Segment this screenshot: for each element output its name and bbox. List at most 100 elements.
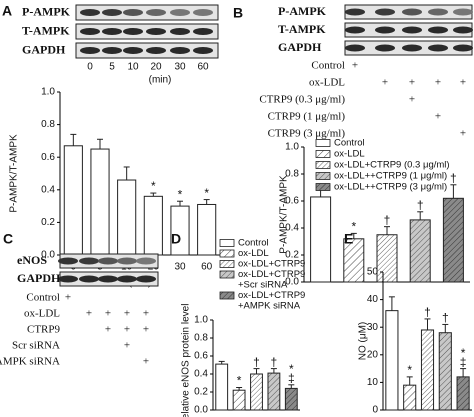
bar: [215, 363, 229, 411]
blot-band: [123, 47, 143, 54]
panel-letter: A: [2, 3, 12, 19]
blot-band: [146, 9, 166, 16]
blot-band: [170, 9, 190, 16]
treatment-label: ox-LDL: [24, 308, 60, 320]
treatment-label: Control: [26, 292, 60, 304]
treatment-label: CTRP9: [27, 324, 61, 336]
treatment-mark: +: [409, 77, 415, 89]
treatment-label: AMPK siRNA: [0, 356, 60, 368]
panel-letter: E: [344, 231, 353, 247]
blot-band: [170, 47, 190, 54]
y-tick-label: 0.2: [41, 217, 55, 228]
y-tick-label: 0.0: [41, 250, 55, 261]
y-tick-label: 0.6: [285, 196, 299, 207]
legend-swatch: [219, 270, 235, 279]
blot-band: [123, 28, 143, 35]
significance-mark: †: [384, 213, 391, 227]
y-tick-label: 0.6: [41, 152, 55, 163]
significance-mark: *: [289, 362, 294, 376]
bar: [197, 203, 217, 256]
blot-band: [375, 8, 395, 16]
legend-swatch: [315, 161, 331, 169]
bar: [409, 219, 431, 283]
legend-label: ox-LDL++CTRP9 (3 μg/ml): [334, 182, 447, 193]
blot-label: GAPDH: [22, 42, 66, 56]
lane-label: 10: [127, 62, 139, 73]
y-tick-label: 1.0: [194, 315, 208, 326]
blot-band: [58, 257, 78, 265]
bar: [438, 332, 452, 411]
blot-band: [146, 28, 166, 35]
y-tick-label: 50: [367, 267, 379, 278]
treatment-mark: +: [352, 60, 358, 72]
bar: [310, 196, 332, 283]
treatment-mark: +: [86, 308, 92, 320]
legend-label: Control: [238, 238, 269, 249]
blot-band: [117, 275, 137, 283]
blot-band: [98, 275, 118, 283]
bar: [250, 373, 263, 411]
lane-label: 30: [174, 62, 186, 73]
y-axis-label: NO (μM): [358, 322, 369, 361]
blot-band: [402, 44, 422, 52]
legend-swatch: [315, 183, 331, 191]
blot-band: [136, 275, 156, 283]
significance-mark: *: [178, 187, 183, 201]
bar: [232, 389, 246, 411]
y-tick-label: 0.0: [194, 405, 208, 416]
blot-band: [193, 47, 213, 54]
treatment-label: Control: [311, 60, 345, 72]
y-tick-label: 0.8: [41, 119, 55, 130]
blot-band: [193, 9, 213, 16]
blot-label: P-AMPK: [22, 4, 71, 18]
treatment-mark: +: [65, 292, 71, 304]
treatment-mark: +: [435, 111, 441, 123]
y-tick-label: 0.2: [194, 387, 208, 398]
blot-label: GAPDH: [278, 40, 322, 54]
lane-label: 20: [150, 62, 162, 73]
legend-label: Control: [334, 138, 365, 149]
y-tick-label: 1.0: [41, 87, 55, 98]
treatment-label: CTRP9 (1 μg/ml): [268, 111, 346, 123]
legend-swatch: [315, 139, 331, 147]
blot-band: [170, 28, 190, 35]
blot-label: P-AMPK: [278, 4, 327, 18]
treatment-mark: +: [143, 356, 149, 368]
blot-band: [345, 26, 365, 34]
y-axis-label: P-AMPK/T-AMPK: [279, 175, 290, 254]
y-tick-label: 0.2: [285, 250, 299, 261]
blot-band: [80, 47, 100, 54]
significance-mark: *: [237, 374, 242, 388]
blot-band: [58, 275, 78, 283]
significance-mark: *: [461, 346, 466, 360]
significance-mark: ‡: [460, 355, 467, 369]
y-tick-label: 0.4: [41, 184, 55, 195]
blot-band: [428, 8, 448, 16]
treatment-mark: +: [105, 324, 111, 336]
blot-band: [80, 28, 100, 35]
y-tick-label: 0.4: [194, 369, 208, 380]
treatment-label: Scr siRNA: [12, 340, 60, 352]
treatment-mark: +: [409, 94, 415, 106]
bar: [117, 179, 137, 256]
y-tick-label: 20: [367, 349, 379, 360]
bar: [284, 387, 298, 411]
blot-band: [102, 47, 122, 54]
treatment-label: CTRP9 (0.3 μg/ml): [259, 94, 345, 106]
legend-label: ox-LDL+CTRP9 (0.3 μg/ml): [334, 160, 450, 171]
bar: [376, 234, 398, 283]
legend-swatch: [315, 150, 331, 158]
treatment-mark: +: [143, 308, 149, 320]
treatment-mark: +: [124, 308, 130, 320]
legend-label: +AMPK siRNA: [238, 301, 301, 312]
bar: [90, 148, 110, 256]
blot-band: [146, 47, 166, 54]
y-tick-label: 0.6: [194, 351, 208, 362]
y-tick-label: 40: [367, 294, 379, 305]
legend-swatch: [219, 291, 235, 300]
blot-band: [193, 28, 213, 35]
blot-band: [453, 26, 473, 34]
treatment-mark: +: [124, 340, 130, 352]
bar: [267, 372, 281, 411]
